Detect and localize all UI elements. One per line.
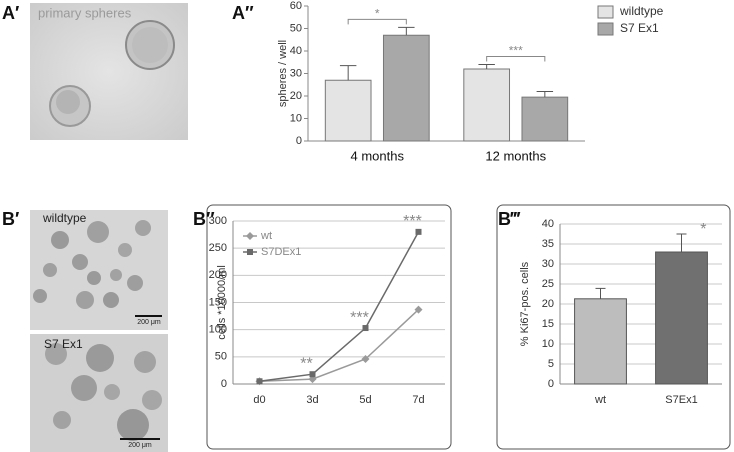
y-tick-label: 40 [542,218,554,230]
panel-label: A″ [232,3,254,23]
y-tick-label: 5 [548,358,554,370]
y-tick-label: 250 [209,242,227,254]
photo-caption: S7 Ex1 [44,337,83,351]
bar [521,96,569,142]
marker [415,228,422,235]
legend-label: S7 Ex1 [620,21,659,35]
y-axis-label: % Ki67-pos. cells [519,261,531,346]
legend-swatch [597,22,614,36]
legend-label: wt [260,230,272,242]
chart-frame [496,204,731,450]
y-tick-label: 50 [290,22,302,34]
x-tick-label: S7Ex1 [665,394,697,406]
scale-label: 200 μm [137,319,161,326]
y-tick-label: 60 [290,0,302,12]
legend-marker [246,232,254,240]
panel-label: B‴ [498,209,521,229]
y-axis-label: spheres / well [277,40,289,107]
y-tick-label: 150 [209,296,227,308]
x-tick-label: wt [594,394,606,406]
scale-label: 200 μm [128,442,152,449]
y-tick-label: 40 [290,45,302,57]
significance-label: *** [403,213,422,230]
legend-marker [247,249,253,255]
line [259,309,420,383]
y-tick-label: 50 [215,351,227,363]
marker [309,371,316,378]
chart-frame [206,204,452,450]
bar [382,34,430,142]
significance-label: * [700,221,706,238]
bar [574,298,627,385]
panel-label: B′ [2,209,19,229]
photo-caption: wildtype [42,211,87,225]
bar [655,251,708,385]
photo-b-bottom [30,334,168,452]
y-tick-label: 20 [542,298,554,310]
marker [362,325,369,332]
y-tick-label: 10 [542,338,554,350]
marker [361,355,370,364]
y-tick-label: 0 [548,378,554,390]
x-tick-label: d0 [253,394,265,406]
bar [463,68,511,142]
significance-label: ** [300,355,312,372]
legend-label: S7DEx1 [261,246,301,258]
bar [324,79,372,142]
significance-label: *** [509,44,523,58]
significance-bracket [347,18,407,25]
x-tick-label: 7d [412,394,424,406]
y-tick-label: 30 [542,258,554,270]
legend-swatch [597,5,614,19]
y-tick-label: 30 [290,67,302,79]
y-tick-label: 0 [296,135,302,147]
significance-label: * [375,7,380,21]
line [259,231,420,383]
y-tick-label: 25 [542,278,554,290]
x-tick-label: 3d [306,394,318,406]
x-tick-label: 5d [359,394,371,406]
y-axis-label: cells *10000/ml [216,265,228,340]
y-tick-label: 300 [209,215,227,227]
panel-label: A′ [2,3,19,23]
marker [414,305,423,314]
x-tick-label: 12 months [485,148,546,163]
photo-caption: primary spheres [38,5,132,20]
y-tick-label: 200 [209,269,227,281]
significance-label: *** [350,309,369,326]
y-tick-label: 15 [542,318,554,330]
marker [256,378,263,385]
photo-a [30,3,188,140]
photo-b-top [30,210,168,330]
y-tick-label: 20 [290,90,302,102]
significance-bracket [486,56,546,62]
y-tick-label: 100 [209,324,227,336]
y-tick-label: 10 [290,112,302,124]
panel-label: B″ [193,209,215,229]
x-tick-label: 4 months [351,148,405,163]
legend-label: wildtype [619,4,664,18]
y-tick-label: 35 [542,238,554,250]
y-tick-label: 0 [221,378,227,390]
